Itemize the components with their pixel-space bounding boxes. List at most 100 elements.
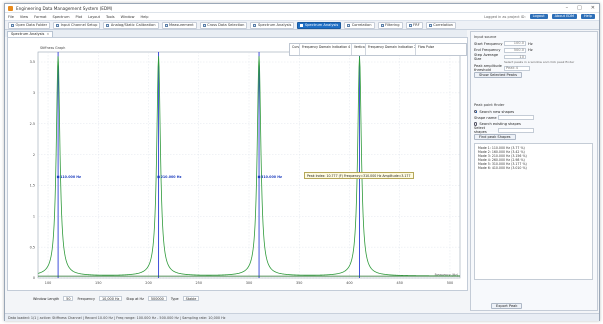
type-label: Type [170,296,179,301]
menu-help[interactable]: Help [140,14,149,19]
x-tick-label: 100 [45,281,51,285]
toolbar-measurement[interactable]: Measurement [161,21,197,29]
radio-search-new[interactable]: Search new shapes [474,109,595,114]
toolbar-input-channel-setup[interactable]: Input Channel Setup [53,21,101,29]
x-tick-label: 200 [145,281,151,285]
minimize-icon[interactable]: – [565,5,569,11]
select-shapes-row: Select shapes [474,126,595,135]
menu-plot[interactable]: Plot [75,14,83,19]
toolbar-open-data-folder[interactable]: Open Data Folder [8,21,51,29]
threshold-label: Peak amplitude threshold [474,64,502,73]
spectrum-icon [253,23,257,27]
peak-selection-note: Select peaks in a window and click peak … [504,60,575,65]
filter-icon [380,23,384,27]
menu-view[interactable]: View [19,14,29,19]
peak-label: 310.000 Hz [261,175,282,179]
about-button[interactable]: About EDM [551,14,578,19]
logout-button[interactable]: Logout [529,14,548,19]
list-item[interactable]: Mode 2: 160.000 Hz (3.42 %) [478,150,525,155]
help-button[interactable]: Help [581,14,595,19]
type-field[interactable]: Stable [182,296,200,301]
title-bar: Engineering Data Management System (EDM)… [5,4,599,13]
measurement-icon [164,23,168,27]
end-frequency-label: End Frequency [474,48,501,53]
main-toolbar: Open Data Folder Input Channel Setup Ana… [5,20,599,30]
unit-label: Hz [528,48,533,53]
toolbar-frf[interactable]: FRF [405,21,423,29]
threshold-select[interactable]: Peak 4 [504,66,530,71]
export-peak-button[interactable]: Export Peak [491,303,523,309]
maximize-icon[interactable]: □ [577,5,582,11]
chart-controls-bar: Window Length 50 Frequency 10,000 Hz Sto… [7,294,468,303]
spectrum-chart[interactable]: 3.5 3 2.5 2 1.5 1 0.5 0 100 150 200 250 300 350 400 450… [8,38,469,292]
tab-spectrum-analysis[interactable]: Spectrum Analysis × [7,31,54,37]
toolbar-spectrum-1[interactable]: Spectrum Analysis [250,21,295,29]
menu-spectrum[interactable]: Spectrum [52,14,70,19]
spectrum-chart-panel: 3.5 3 2.5 2 1.5 1 0.5 0 100 150 200 250 300 350 400 450… [7,37,468,291]
x-tick-label: 500 [447,281,453,285]
list-item[interactable]: Mode 1: 110.000 Hz (3.77 %) [478,146,525,151]
select-shapes-input[interactable] [498,128,534,133]
menu-tools[interactable]: Tools [106,14,115,19]
plot-area [37,51,461,279]
menu-file[interactable]: File [8,14,14,19]
toolbar-correlation-2[interactable]: Correlation [425,21,456,29]
radio-search-existing[interactable]: Search existing shapes [474,122,595,127]
stop-label: Stop at Hz [126,296,144,301]
login-text: Logged in as project ID: [484,14,526,19]
start-frequency-row: Start Frequency 100.0 Hz [474,41,595,47]
toolbar-cross-data[interactable]: Cross Data Selection [199,21,248,29]
tab-close-icon[interactable]: × [46,32,50,36]
window-controls: – □ ✕ [566,5,595,11]
unit-label: Hz [528,41,533,46]
list-item[interactable]: Mode 4: 260.000 Hz (2.98 %) [478,158,525,163]
show-selected-peaks-button[interactable]: Show Selected Peaks [474,72,522,79]
x-tick-label: 350 [296,281,302,285]
login-area: Logged in as project ID: Logout About ED… [484,13,595,20]
step-size-input[interactable]: 10 [504,54,526,60]
correlation-icon [428,23,432,27]
stop-field[interactable]: 500000 [147,296,167,301]
y-tick-label: 2 [33,153,35,157]
end-frequency-row: End Frequency 500.0 Hz [474,48,595,54]
step-size-label: Step Average Size [474,53,499,62]
toolbar-label: Spectrum Analysis [257,23,292,27]
step-size-row: Step Average Size 10 [474,53,595,62]
peak-result-list[interactable]: Mode 1: 110.000 Hz (3.77 %) Mode 2: 160.… [474,143,593,281]
window-length-field[interactable]: 50 [63,296,74,301]
find-peak-shapes-button[interactable]: Find peak Shapes [474,134,516,141]
menu-layout[interactable]: Layout [88,14,100,19]
toolbar-label: Measurement [169,23,194,27]
frequency-field[interactable]: 10,000 Hz [99,296,123,301]
radio-label: Search existing shapes [479,122,521,127]
toolbar-filtering[interactable]: Filtering [377,21,403,29]
menu-bar: File View Format Spectrum Plot Layout To… [5,13,599,20]
select-shapes-label: Select shapes [474,126,487,135]
app-window: Engineering Data Management System (EDM)… [4,3,600,321]
shape-name-input[interactable] [498,115,534,121]
legend-series-2: Frequency Domain Indication 2 - Stiffnes… [366,44,416,55]
legend-series-1: Frequency Domain Indication 4 - Stiffnes… [300,44,352,55]
list-item[interactable]: Mode 6: 410.000 Hz (3.010 %) [478,166,527,171]
x-tick-label: 250 [196,281,202,285]
legend-flow-pulse: Flow Pulse [418,45,435,49]
window-length-label: Window Length [33,296,60,301]
menu-format[interactable]: Format [34,14,47,19]
list-item[interactable]: Mode 3: 210.000 Hz (3.156 %) [478,154,527,159]
toolbar-calibration[interactable]: Analog/Static Calibration [103,21,159,29]
toolbar-spectrum-active[interactable]: Spectrum Analysis [297,21,342,29]
end-frequency-input[interactable]: 500.0 [504,48,526,53]
toolbar-correlation[interactable]: Correlation [344,21,375,29]
y-tick-label: 1 [33,214,35,218]
y-tick-label: 3.5 [30,60,35,64]
toolbar-label: Spectrum Analysis [304,23,339,27]
list-item[interactable]: Mode 5: 310.000 Hz (3.177 %) [478,162,527,167]
x-tick-label: 400 [346,281,352,285]
threshold-row: Peak amplitude threshold Peak 4 [474,64,595,73]
close-icon[interactable]: ✕ [590,5,595,11]
menu-window[interactable]: Window [120,14,135,19]
y-tick-label: 2.5 [30,122,35,126]
chart-legend: Cursor Frequency Domain Indication 4 - S… [289,43,467,56]
spectrum-icon [300,23,304,27]
start-frequency-input[interactable]: 100.0 [504,41,526,47]
